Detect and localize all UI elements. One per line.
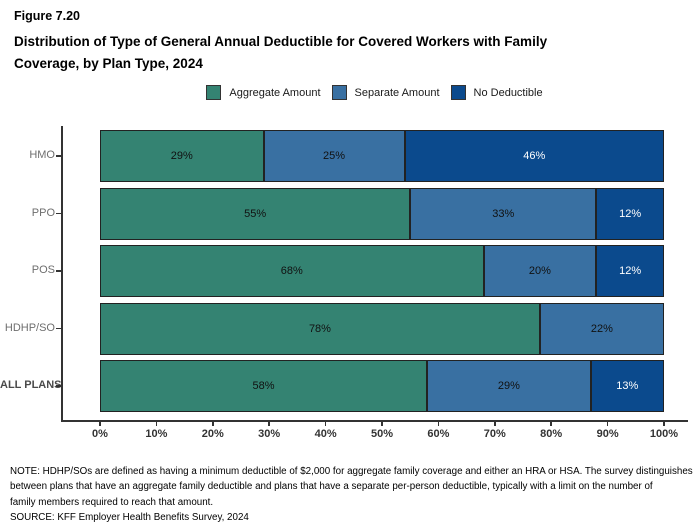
x-tick-label: 90% — [596, 428, 619, 440]
x-tick-label: 100% — [649, 428, 679, 440]
x-axis-tick — [550, 421, 552, 426]
y-axis-tick — [55, 155, 61, 157]
bar-row: 68% 20% 12% — [100, 245, 664, 297]
legend-label: Aggregate Amount — [229, 86, 321, 99]
bar-row: 29% 25% 46% — [100, 130, 664, 182]
figure-title-line-1: Distribution of Type of General Annual D… — [14, 34, 548, 49]
x-axis-tick — [99, 421, 101, 426]
bar-value-label: 25% — [323, 150, 346, 162]
bar-segment-aggregate-amount: 29% — [100, 130, 264, 182]
y-axis-tick — [55, 212, 61, 214]
y-axis-tick — [55, 270, 61, 272]
y-axis-label: HDHP/SO — [4, 321, 55, 334]
bar-value-label: 20% — [528, 265, 551, 277]
x-axis-tick — [212, 421, 214, 426]
y-axis-line — [61, 126, 63, 421]
x-tick-label: 20% — [201, 428, 224, 440]
bar-value-label: 12% — [619, 207, 642, 220]
bar-row: 58% 29% 13% — [100, 360, 664, 412]
legend-item-no-deductible: No Deductible — [450, 85, 543, 100]
x-tick-label: 30% — [258, 428, 281, 440]
bar-value-label: 12% — [619, 265, 642, 277]
note-line: family members required to reach that am… — [10, 496, 214, 508]
bar-value-label: 33% — [492, 207, 515, 220]
legend-item-aggregate-amount: Aggregate Amount — [206, 85, 321, 100]
bar-segment-no-deductible: 46% — [404, 130, 664, 182]
x-axis-tick — [663, 421, 665, 426]
bar-value-label: 29% — [170, 150, 193, 162]
x-axis-tick — [381, 421, 383, 426]
bar-segment-separate-amount: 20% — [483, 245, 597, 297]
bar-segment-no-deductible: 12% — [596, 187, 664, 240]
y-axis-label: POS — [31, 264, 55, 276]
bar-segment-separate-amount: 33% — [410, 187, 597, 240]
bar-row: 78% 22% — [100, 302, 664, 355]
bar-value-label: 29% — [497, 380, 520, 392]
bar-value-label: 68% — [280, 265, 303, 277]
bar-segment-no-deductible: 12% — [596, 245, 664, 297]
y-axis-tick — [55, 385, 61, 387]
legend-label: Separate Amount — [354, 86, 440, 99]
note-line: NOTE: HDHP/SOs are defined as having a m… — [10, 466, 693, 477]
legend-swatch-aggregate-amount — [206, 85, 222, 100]
bar-segment-separate-amount: 29% — [427, 360, 591, 412]
legend-label: No Deductible — [473, 86, 543, 99]
x-axis-tick — [155, 421, 158, 426]
x-tick-label: 40% — [314, 428, 337, 440]
y-axis-tick — [55, 327, 61, 329]
bar-value-label: 58% — [252, 380, 275, 392]
x-tick-label: 10% — [145, 428, 168, 440]
x-tick-label: 60% — [427, 428, 450, 440]
legend-swatch-no-deductible — [450, 85, 466, 100]
x-axis-tick — [437, 421, 440, 426]
bar-value-label: 46% — [523, 150, 546, 162]
bar-segment-separate-amount: 22% — [539, 302, 664, 355]
figure-title-line-2: Coverage, by Plan Type, 2024 — [14, 56, 203, 71]
y-axis-label: ALL PLANS — [0, 379, 62, 391]
x-tick-label: 80% — [540, 428, 563, 440]
bar-segment-no-deductible: 13% — [590, 360, 664, 412]
bar-value-label: 55% — [244, 207, 267, 220]
bar-segment-aggregate-amount: 68% — [100, 245, 484, 297]
bar-value-label: 78% — [308, 322, 331, 335]
x-axis-tick — [324, 421, 327, 426]
note-line: between plans that have an aggregate fam… — [10, 481, 653, 493]
bar-row: 55% 33% 12% — [100, 187, 664, 240]
bar-segment-aggregate-amount: 78% — [100, 302, 540, 355]
y-axis-label: HMO — [29, 149, 55, 161]
chart-legend: Aggregate Amount Separate Amount No Deduct… — [61, 84, 688, 101]
x-axis-tick — [268, 421, 270, 426]
x-axis-tick — [494, 421, 496, 426]
bar-value-label: 22% — [590, 322, 613, 335]
x-axis-tick — [606, 421, 609, 426]
source-line: SOURCE: KFF Employer Health Benefits Sur… — [10, 512, 249, 524]
x-tick-label: 50% — [370, 428, 394, 440]
legend-item-separate-amount: Separate Amount — [331, 85, 440, 100]
y-axis-label: PPO — [31, 206, 55, 219]
bar-segment-aggregate-amount: 55% — [100, 187, 411, 240]
bar-value-label: 13% — [616, 380, 639, 392]
x-axis-line — [61, 420, 688, 422]
bar-segment-aggregate-amount: 58% — [100, 360, 428, 412]
figure-number: Figure 7.20 — [14, 9, 80, 23]
x-tick-label: 0% — [92, 428, 108, 440]
bar-segment-separate-amount: 25% — [263, 130, 405, 182]
x-tick-label: 70% — [483, 428, 506, 440]
note-block: NOTE: HDHP/SOs are defined as having a m… — [10, 464, 698, 525]
legend-swatch-separate-amount — [331, 85, 347, 100]
figure-title: Distribution of Type of General Annual D… — [14, 31, 547, 75]
